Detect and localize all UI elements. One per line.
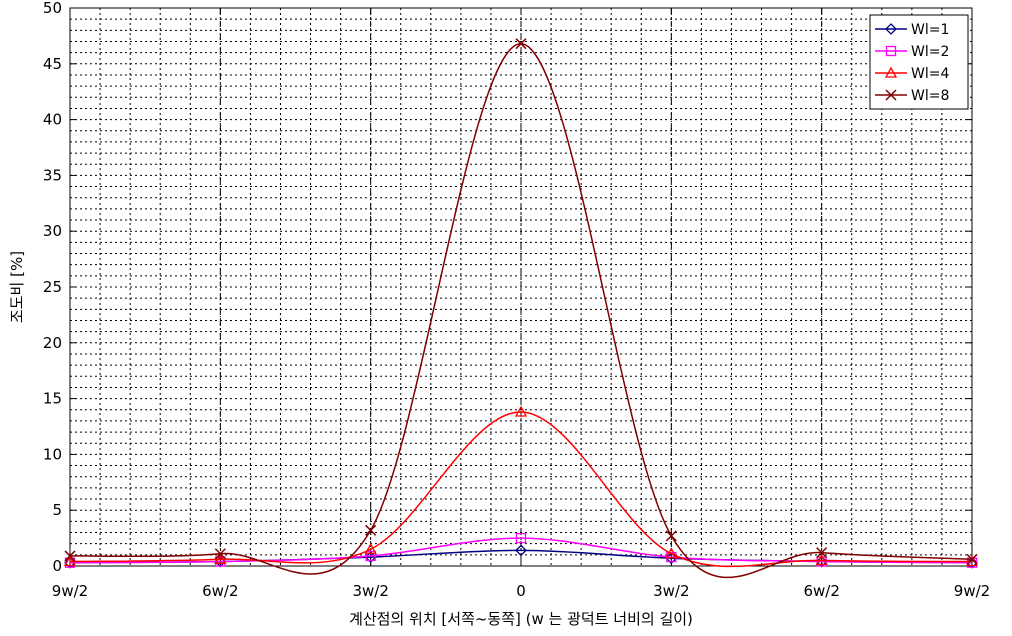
x-tick-label: 6w/2	[202, 582, 238, 600]
data-point	[365, 550, 376, 562]
legend-label: Wl=4	[911, 66, 949, 82]
legend: Wl=1 Wl=2 Wl=4 Wl=8	[869, 14, 969, 110]
data-point	[816, 547, 828, 559]
y-tick-label: 5	[52, 501, 62, 519]
data-point	[815, 554, 828, 566]
series-layer	[63, 38, 979, 579]
legend-marker	[885, 89, 897, 101]
x-axis-ticks: 9w/2 6w/2 3w/2 0 3w/2 6w/2 9w/2	[52, 8, 990, 600]
data-point	[63, 555, 77, 567]
y-axis-title: 조도비 [%]	[8, 251, 26, 323]
x-axis-title: 계산점의 위치 [서쪽~동쪽] (w 는 광덕트 너비의 길이)	[349, 610, 693, 628]
legend-marker	[885, 45, 897, 57]
data-point	[515, 544, 527, 557]
legend-label: Wl=1	[911, 22, 949, 38]
x-tick-label: 6w/2	[803, 582, 839, 600]
y-tick-label: 35	[43, 166, 62, 184]
data-point	[515, 38, 527, 50]
y-tick-label: 20	[43, 334, 62, 352]
y-tick-label: 0	[52, 557, 62, 575]
x-tick-label: 9w/2	[954, 582, 990, 600]
data-point	[515, 532, 527, 544]
legend-box	[869, 14, 969, 110]
y-tick-label: 50	[43, 0, 62, 17]
x-tick-label: 0	[516, 582, 526, 600]
data-point	[214, 548, 226, 560]
data-point	[665, 530, 677, 542]
y-tick-label: 40	[43, 111, 62, 129]
series-line	[69, 411, 973, 568]
y-tick-label: 10	[43, 445, 62, 463]
y-tick-label: 15	[43, 390, 62, 408]
data-point	[64, 557, 76, 568]
x-tick-label: 9w/2	[52, 582, 88, 600]
series-line	[69, 537, 973, 564]
legend-marker	[884, 66, 898, 78]
y-tick-label: 30	[43, 222, 62, 240]
series-group	[63, 405, 979, 568]
y-tick-label: 45	[43, 55, 62, 73]
data-point	[966, 557, 978, 568]
x-tick-label: 3w/2	[653, 582, 689, 600]
data-point	[214, 552, 227, 564]
y-tick-label: 25	[43, 278, 62, 296]
grid-lines	[70, 8, 972, 566]
data-point	[665, 547, 678, 559]
data-point	[364, 542, 377, 554]
data-point	[966, 553, 978, 565]
legend-label: Wl=8	[911, 88, 949, 104]
data-point	[816, 556, 827, 567]
legend-label: Wl=2	[911, 44, 949, 60]
x-tick-label: 3w/2	[352, 582, 388, 600]
data-point	[365, 524, 377, 536]
data-point	[514, 405, 528, 417]
y-axis-ticks: 0 5 10 15 20 25 30 35 40 45 50	[43, 0, 972, 575]
legend-marker	[885, 23, 897, 35]
data-point	[64, 550, 76, 562]
series-group	[64, 38, 978, 579]
